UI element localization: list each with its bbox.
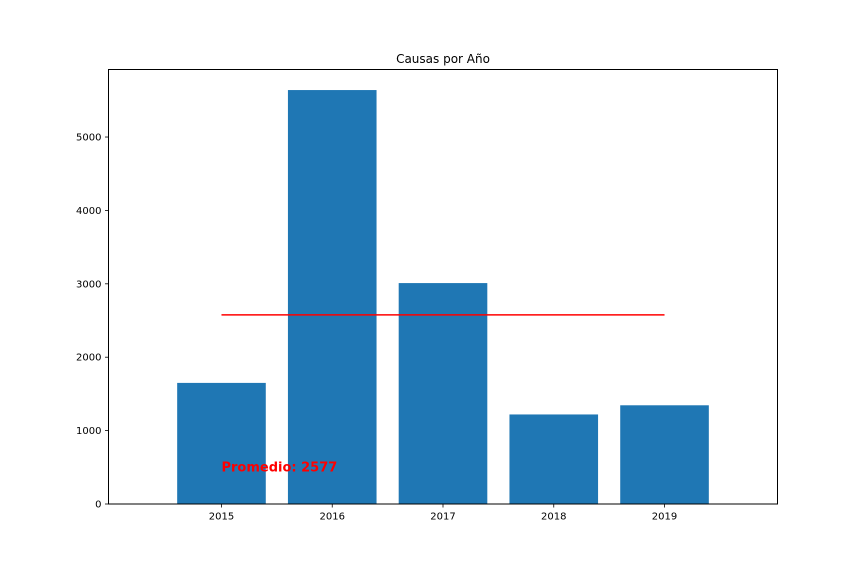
bar-2018 (509, 414, 599, 504)
bars-layer (177, 90, 709, 505)
y-tick-label: 4000 (76, 206, 101, 217)
y-tick-label: 3000 (76, 279, 101, 290)
x-tick-label: 2016 (320, 512, 345, 523)
plot-frame (108, 69, 778, 505)
y-tick-label: 0 (95, 500, 101, 511)
x-tick-label: 2017 (430, 512, 455, 523)
chart-title: Causas por Año (396, 52, 490, 66)
bar-2017 (398, 283, 488, 504)
x-tick-label: 2015 (209, 512, 234, 523)
x-axis: 2015 2016 2017 2018 2019 (209, 504, 677, 523)
average-label: Promedio: 2577 (221, 460, 337, 475)
y-tick-label: 1000 (76, 426, 101, 437)
y-axis: 0 1000 2000 3000 4000 5000 (76, 133, 109, 511)
average-overlay: Promedio: 2577 (221, 314, 665, 475)
bar-2016 (287, 90, 377, 505)
bar-2015 (177, 382, 266, 504)
x-tick-label: 2019 (652, 512, 677, 523)
x-tick-label: 2018 (541, 512, 566, 523)
y-tick-label: 5000 (76, 133, 101, 144)
y-tick-label: 2000 (76, 353, 101, 364)
bar-2019 (620, 405, 709, 504)
